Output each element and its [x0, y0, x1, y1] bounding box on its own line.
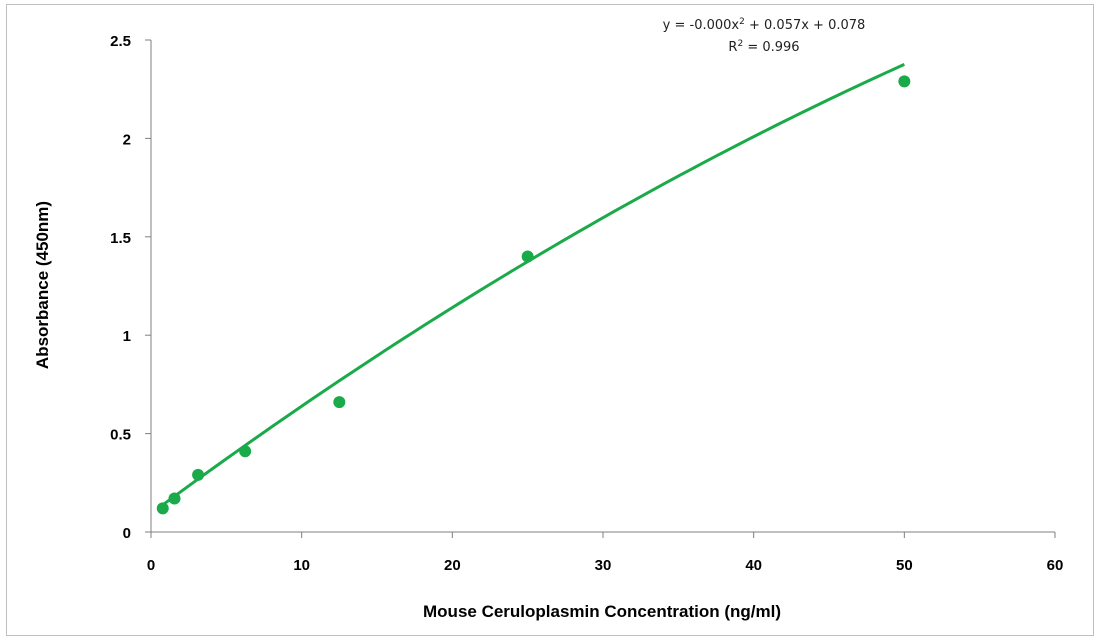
x-tick-label: 60: [1047, 557, 1064, 574]
x-tick-label: 20: [444, 557, 461, 574]
chart-frame: [6, 4, 1094, 636]
x-tick-label: 0: [147, 557, 155, 574]
trendline-equation: y = -0.000x2 + 0.057x + 0.078: [663, 17, 866, 33]
data-point: [168, 492, 181, 505]
data-point: [239, 445, 252, 458]
data-point: [333, 396, 346, 409]
trendline-r-squared: R2 = 0.996: [728, 39, 799, 55]
x-tick-label: 30: [595, 557, 612, 574]
axes: [150, 40, 1055, 533]
y-tick-label: 2: [123, 131, 131, 148]
trendline: [161, 63, 905, 507]
data-point: [521, 250, 534, 263]
ticks: 0 0.5 1 1.5 2 2.5 0 10 20 30 40 50 60: [110, 33, 1063, 574]
y-tick-label: 1.5: [110, 230, 131, 247]
data-point: [156, 502, 169, 515]
y-tick-label: 0: [123, 525, 131, 542]
y-tick-label: 0.5: [110, 427, 131, 444]
y-tick-label: 2.5: [110, 33, 131, 50]
data-points: [156, 75, 911, 515]
x-tick-label: 50: [896, 557, 913, 574]
y-axis-title: Absorbance (450nm): [33, 201, 52, 369]
x-tick-label: 10: [293, 557, 310, 574]
y-tick-label: 1: [123, 328, 131, 345]
x-axis-title: Mouse Ceruloplasmin Concentration (ng/ml…: [423, 602, 781, 621]
data-point: [898, 75, 911, 88]
x-tick-label: 40: [745, 557, 762, 574]
data-point: [192, 468, 205, 481]
